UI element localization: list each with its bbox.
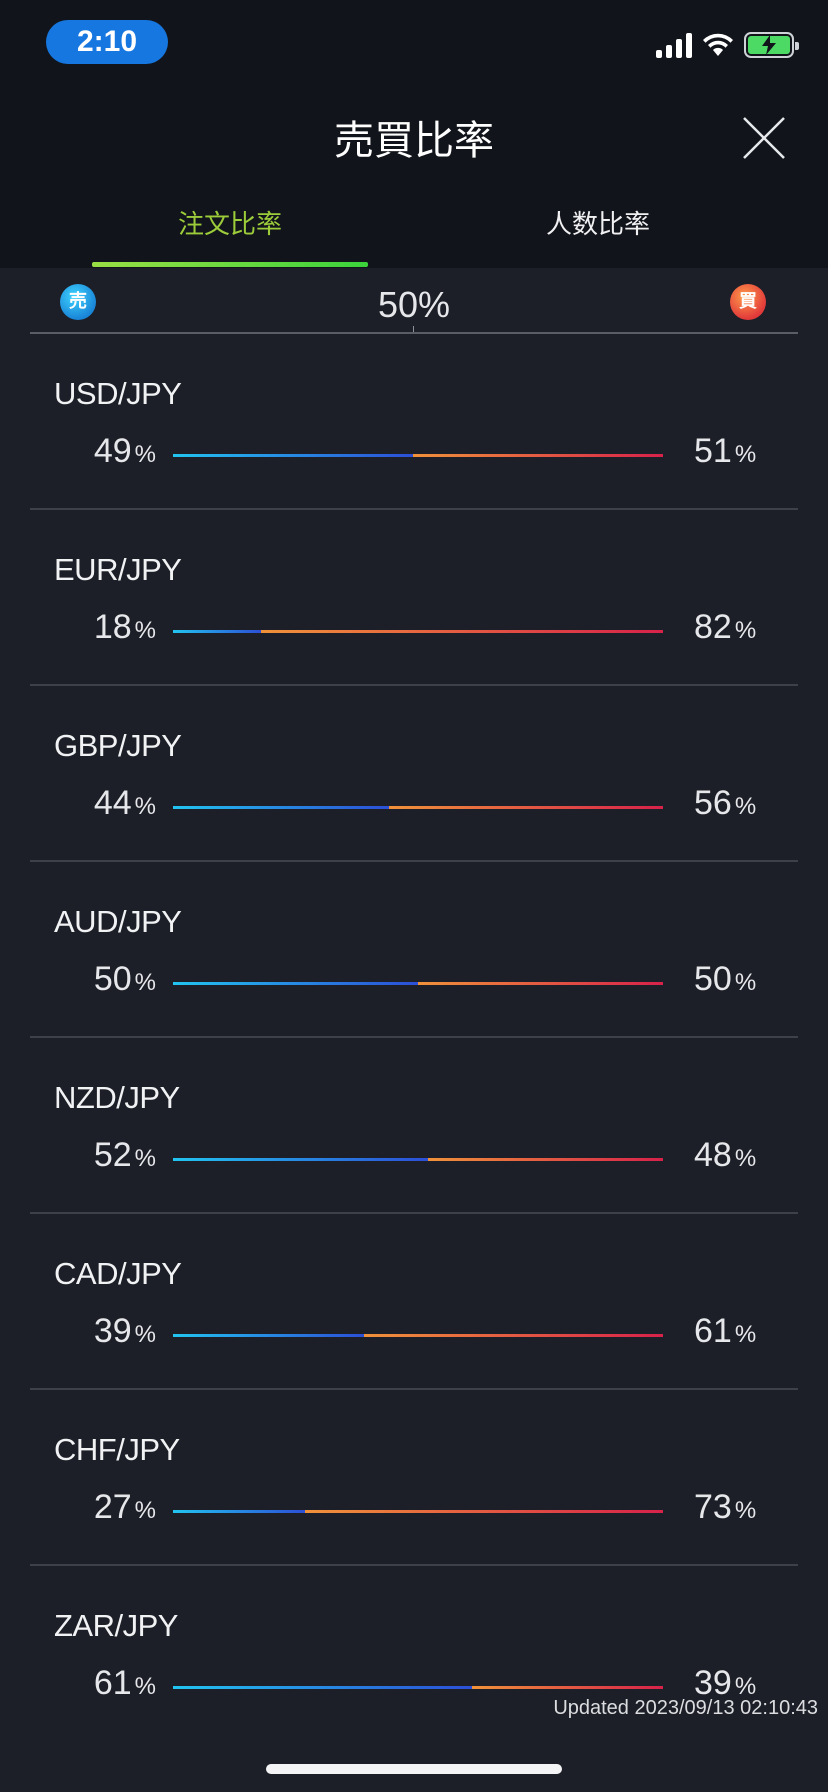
list-item[interactable]: USD/JPY 49% 51% [0,334,828,510]
tab-order-ratio[interactable]: 注文比率 [177,210,282,240]
midpoint-tick [413,326,414,334]
tab-people-ratio[interactable]: 人数比率 [545,210,650,240]
sell-segment [173,806,389,809]
tab-bar: 注文比率 人数比率 [0,200,828,268]
buy-percent: 39% [694,1664,757,1702]
ratio-legend: 売 50% 買 [0,268,828,334]
pair-name: EUR/JPY [54,552,182,587]
ratio-bar [173,1686,663,1689]
sell-percent: 44% [93,784,156,822]
buy-percent: 51% [694,432,757,470]
buy-percent: 73% [694,1488,757,1526]
midpoint-label: 50% [377,284,451,325]
buy-segment [261,630,663,633]
buy-segment [364,1334,663,1337]
status-icons [656,30,799,60]
buy-segment [305,1510,663,1513]
battery-charging-icon [744,32,799,58]
sell-percent: 50% [93,960,156,998]
buy-segment [427,1158,663,1161]
updated-timestamp: Updated 2023/09/13 02:10:43 [553,1697,818,1719]
currency-pair-list: USD/JPY 49% 51% EUR/JPY 18% 82% GBP/JPY 44% 56% A… [0,334,828,1742]
sell-segment [173,1686,472,1689]
row-divider [30,860,798,862]
top-header: 2:10 売買比率 注文比率 人数比率 [0,0,828,268]
pair-name: AUD/JPY [54,904,182,939]
page-title: 売買比率 [334,118,494,164]
pair-name: CAD/JPY [54,1256,182,1291]
list-item[interactable]: CAD/JPY 39% 61% [0,1214,828,1390]
buy-segment [418,982,663,985]
legend-divider [30,332,798,334]
sell-percent: 39% [93,1312,156,1350]
ratio-bar [173,806,663,809]
sell-percent: 49% [93,432,156,470]
buy-segment [388,806,663,809]
buy-percent: 48% [694,1136,757,1174]
ratio-bar [173,1510,663,1513]
sell-segment [173,630,262,633]
ratio-bar [173,454,663,457]
sell-percent: 27% [93,1488,156,1526]
list-item[interactable]: AUD/JPY 50% 50% [0,862,828,1038]
row-divider [30,1036,798,1038]
list-item[interactable]: EUR/JPY 18% 82% [0,510,828,686]
buy-segment [471,1686,663,1689]
pair-name: CHF/JPY [54,1432,180,1467]
row-divider [30,1212,798,1214]
sell-segment [173,1334,365,1337]
buy-segment [413,454,663,457]
list-item[interactable]: ZAR/JPY 61% 39% [0,1566,828,1742]
row-divider [30,1564,798,1566]
list-item[interactable]: GBP/JPY 44% 56% [0,686,828,862]
buy-percent: 50% [694,960,757,998]
close-icon[interactable] [740,114,788,162]
list-item[interactable]: CHF/JPY 27% 73% [0,1390,828,1566]
ratio-bar [173,982,663,985]
buy-percent: 56% [694,784,757,822]
buy-badge-icon: 買 [730,284,766,320]
status-time: 2:10 [46,20,168,64]
active-tab-indicator [92,262,368,267]
pair-name: ZAR/JPY [54,1608,178,1643]
sell-percent: 18% [93,608,156,646]
ratio-bar [173,1334,663,1337]
sell-segment [173,1158,428,1161]
home-indicator[interactable] [266,1764,562,1774]
buy-percent: 61% [694,1312,757,1350]
pair-name: USD/JPY [54,376,182,411]
row-divider [30,684,798,686]
sell-segment [173,454,414,457]
pair-name: GBP/JPY [54,728,182,763]
row-divider [30,508,798,510]
sell-percent: 61% [93,1664,156,1702]
sell-segment [173,982,418,985]
list-item[interactable]: NZD/JPY 52% 48% [0,1038,828,1214]
sell-percent: 52% [93,1136,156,1174]
ratio-bar [173,1158,663,1161]
pair-name: NZD/JPY [54,1080,180,1115]
row-divider [30,1388,798,1390]
sell-segment [173,1510,306,1513]
cellular-signal-icon [656,32,692,58]
buy-percent: 82% [694,608,757,646]
sell-badge-icon: 売 [60,284,96,320]
wifi-icon [703,33,733,56]
ratio-bar [173,630,663,633]
